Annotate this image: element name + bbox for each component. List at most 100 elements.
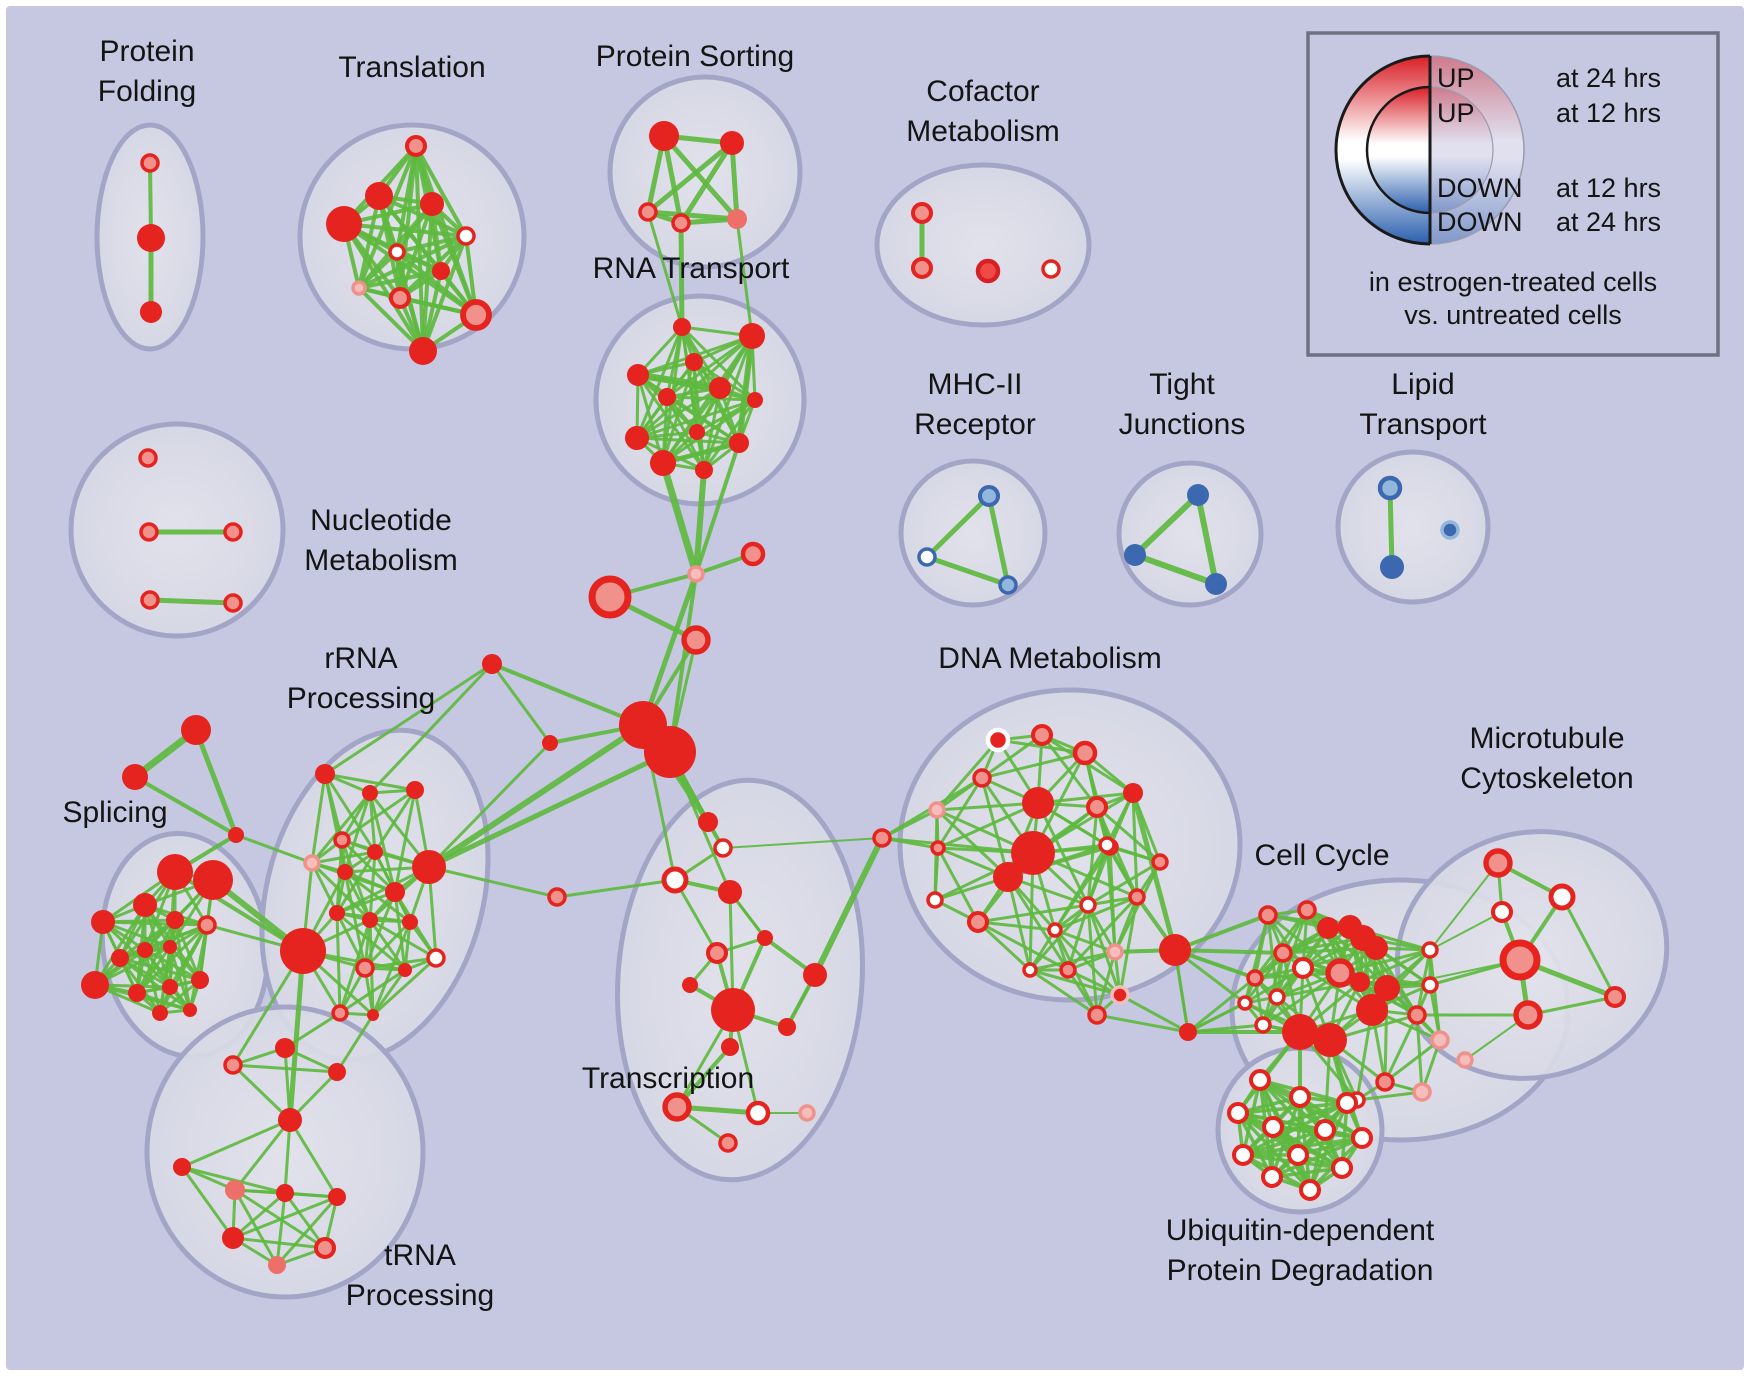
edge [231, 1191, 287, 1240]
edge [118, 956, 192, 1012]
node-tight-0 [1187, 484, 1209, 506]
edge [645, 140, 735, 215]
edge [1086, 903, 1117, 954]
node-nucleotide-4 [223, 593, 243, 613]
edge [338, 968, 407, 1015]
node-rrna-7 [385, 882, 405, 902]
edge [986, 493, 1011, 588]
node-splicing-9 [81, 971, 109, 999]
node-protein_sorting-4 [727, 209, 747, 229]
cluster-transcription-label: Transcription [582, 1062, 754, 1095]
edge [414, 144, 468, 238]
edge [1195, 492, 1219, 587]
node-bridges-7 [482, 654, 502, 674]
node-rrna-4 [303, 854, 321, 872]
edge [490, 662, 645, 727]
node-splicing-13 [152, 1005, 168, 1021]
node-transcription-7 [682, 977, 698, 993]
node-rna_transport-10 [650, 450, 676, 476]
edge [555, 878, 677, 899]
node-cell_cycle-23 [1412, 1082, 1432, 1102]
node-transcription-13 [745, 1100, 771, 1126]
node-splicing-1 [193, 860, 233, 900]
edge [1130, 790, 1178, 953]
edge [976, 920, 1032, 972]
edge [980, 751, 1087, 780]
node-microtubule-5 [1513, 1000, 1543, 1030]
node-dna-16 [1079, 896, 1097, 914]
node-nucleotide-1 [139, 522, 159, 542]
node-dna-7 [1022, 787, 1054, 819]
node-splicing-10 [128, 984, 146, 1002]
node-rrna-10 [362, 912, 378, 928]
cluster-lipid-label: Lipid Transport [1359, 368, 1487, 441]
node-tight-1 [1124, 544, 1146, 566]
node-splicing-8 [111, 949, 129, 967]
cluster-protein_folding-label: Protein Folding [98, 35, 196, 108]
edge [935, 808, 1010, 879]
legend-inner-arc-right [1429, 86, 1494, 214]
edge [1131, 791, 1139, 899]
cluster-dna-label: DNA Metabolism [938, 642, 1161, 675]
edge [168, 945, 192, 1012]
node-cofactor-1 [910, 256, 934, 280]
node-mhc-0 [977, 484, 1001, 508]
edge [635, 325, 684, 440]
edge [678, 140, 735, 226]
node-dna-20 [1106, 943, 1124, 961]
node-microtubule-1 [1548, 883, 1576, 911]
edge [678, 220, 685, 330]
node-trna-0 [223, 1055, 243, 1075]
edge [1526, 995, 1617, 1017]
edge [673, 878, 719, 955]
edge [180, 1118, 292, 1169]
node-bridges-11 [228, 827, 244, 843]
edge [233, 1118, 292, 1192]
edge [1086, 860, 1162, 907]
node-bridges-6 [542, 735, 558, 751]
edge [635, 386, 722, 440]
edge [283, 1011, 342, 1050]
edge [1028, 968, 1099, 1017]
edge [133, 775, 238, 837]
node-protein_sorting-1 [720, 131, 744, 155]
node-transcription-12 [662, 1092, 692, 1122]
node-translation-7 [351, 280, 367, 296]
edge [143, 948, 202, 982]
node-splicing-14 [183, 1003, 197, 1017]
edge [1270, 1136, 1364, 1179]
node-cell_cycle-19 [1421, 976, 1439, 994]
node-cell_cycle-8 [1325, 958, 1355, 988]
node-rna_transport-6 [747, 392, 763, 408]
node-rrna-6 [367, 844, 383, 860]
edge [310, 791, 372, 865]
node-dna-9 [993, 862, 1023, 892]
node-bridges-3 [681, 625, 711, 655]
node-transcription-11 [721, 1038, 739, 1056]
edge [702, 398, 757, 472]
edge [373, 788, 417, 854]
edge [1383, 1038, 1442, 1084]
node-ubiquitin-8 [1286, 1143, 1310, 1167]
node-protein_folding-1 [137, 224, 165, 252]
node-transcription-0 [698, 812, 718, 832]
node-transcription-5 [757, 930, 773, 946]
node-transcription-4 [547, 887, 567, 907]
node-cell_cycle-26 [1179, 1023, 1197, 1041]
edge [1270, 1166, 1344, 1179]
node-rna_transport-11 [695, 461, 713, 479]
edge [395, 234, 468, 254]
node-dna-22 [1110, 985, 1130, 1005]
cluster-cofactor-label: Cofactor Metabolism [906, 75, 1059, 148]
node-rna_transport-9 [729, 433, 749, 453]
edge [661, 398, 757, 465]
edge [935, 801, 1040, 812]
edge [634, 371, 724, 392]
edge [729, 140, 740, 222]
edge [1355, 1090, 1424, 1102]
edge [980, 776, 1010, 879]
legend-outer-arc-right [1429, 55, 1525, 245]
node-ubiquitin-2 [1335, 1091, 1359, 1115]
node-ubiquitin-11 [1298, 1178, 1322, 1202]
edge [1028, 928, 1057, 972]
